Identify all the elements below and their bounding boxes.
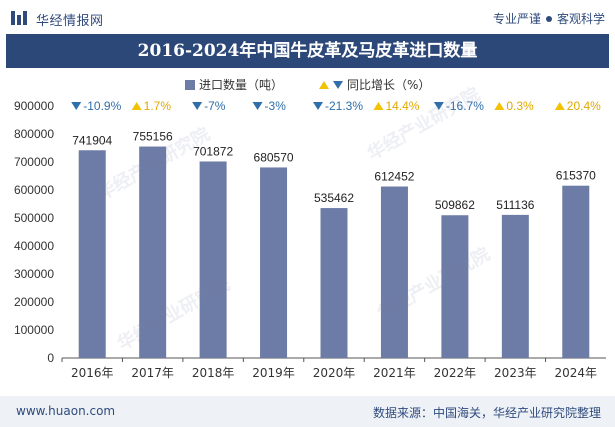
bar: [320, 208, 348, 358]
bar: [562, 185, 590, 358]
y-tick-label: 700000: [14, 155, 54, 169]
bar-swatch-icon: [185, 79, 195, 90]
bar-value-label: 612452: [374, 170, 414, 184]
growth-down-triangle-icon: [433, 102, 444, 110]
x-tick-label: 2023年: [494, 366, 537, 380]
growth-up-triangle-icon: [373, 102, 384, 110]
bar: [380, 186, 408, 358]
footer: www.huaon.com 数据来源：中国海关，华经产业研究院整理: [0, 396, 615, 427]
x-tick-label: 2017年: [131, 366, 174, 380]
bar: [139, 146, 167, 358]
x-tick-label: 2019年: [252, 366, 295, 380]
growth-label: -7%: [204, 99, 226, 113]
y-tick-label: 100000: [14, 323, 54, 337]
y-tick-label: 400000: [14, 239, 54, 253]
huajing-logo-icon: [11, 11, 27, 25]
growth-label: 1.7%: [144, 99, 172, 113]
x-tick-label: 2021年: [373, 366, 416, 380]
bar-value-label: 509862: [435, 198, 475, 212]
x-tick-label: 2024年: [555, 366, 598, 380]
bar: [199, 161, 227, 358]
growth-down-triangle-icon: [71, 102, 82, 110]
slogan-right: 客观科学: [556, 12, 605, 26]
x-tick-label: 2020年: [313, 366, 356, 380]
bar-value-label: 511136: [496, 198, 535, 212]
legend-item-growth: 同比增长（%）: [318, 76, 430, 93]
growth-down-triangle-icon: [313, 102, 323, 110]
y-tick-label: 600000: [14, 183, 54, 197]
x-tick-label: 2016年: [71, 366, 114, 380]
legend-label-growth: 同比增长（%）: [347, 78, 431, 92]
chart-title: 2016-2024年中国牛皮革及马皮革进口数量: [137, 41, 478, 61]
y-tick-label: 500000: [14, 211, 54, 225]
x-tick-label: 2018年: [192, 366, 235, 380]
x-tick-label: 2022年: [434, 366, 477, 380]
bar-value-label: 741904: [72, 133, 112, 147]
growth-label: 20.4%: [567, 99, 601, 113]
growth-up-triangle-icon: [494, 102, 505, 110]
top-bar: 华经情报网 专业严谨 客观科学: [0, 0, 615, 34]
slogan-left: 专业严谨: [492, 12, 541, 26]
bar-value-label: 755156: [133, 130, 173, 144]
growth-label: -10.9%: [83, 99, 121, 113]
bar-value-label: 701872: [193, 144, 233, 158]
up-triangle-icon: [319, 80, 329, 89]
bar: [501, 214, 529, 358]
growth-label: -16.7%: [446, 99, 484, 113]
growth-label: -21.3%: [325, 99, 363, 113]
bar-value-label: 615370: [556, 169, 596, 183]
down-triangle-icon: [333, 80, 343, 89]
growth-up-triangle-icon: [131, 102, 142, 110]
growth-label: 14.4%: [385, 99, 419, 113]
growth-down-triangle-icon: [192, 102, 203, 110]
growth-down-triangle-icon: [252, 102, 263, 110]
brand-name: 华经情报网: [36, 14, 104, 29]
legend-item-volume: 进口数量（吨）: [185, 76, 283, 93]
bar: [78, 150, 106, 358]
bar-value-label: 680570: [254, 150, 294, 164]
y-tick-label: 300000: [14, 267, 54, 281]
y-tick-label: 200000: [14, 295, 54, 309]
y-tick-label: 800000: [14, 127, 54, 141]
footer-url: www.huaon.com: [16, 404, 116, 418]
growth-label: -3%: [265, 99, 287, 113]
data-source: 数据来源：中国海关，华经产业研究院整理: [372, 406, 601, 420]
legend-label-volume: 进口数量（吨）: [199, 78, 284, 92]
y-tick-label: 900000: [14, 99, 54, 113]
chart-legend: 进口数量（吨） 同比增长（%）: [0, 74, 615, 92]
growth-up-triangle-icon: [554, 102, 565, 110]
slogan: 专业严谨 客观科学: [493, 10, 605, 27]
bar: [260, 167, 288, 358]
separator-dot-icon: [545, 16, 552, 22]
bar: [441, 215, 469, 358]
bar-chart: 0 100000 200000 300000 400000 500000 600000 700…: [14, 99, 606, 380]
bar-value-label: 535462: [314, 191, 354, 205]
growth-label: 0.3%: [506, 99, 534, 113]
y-tick-label: 0: [47, 351, 54, 365]
title-bar: 2016-2024年中国牛皮革及马皮革进口数量: [6, 34, 609, 68]
